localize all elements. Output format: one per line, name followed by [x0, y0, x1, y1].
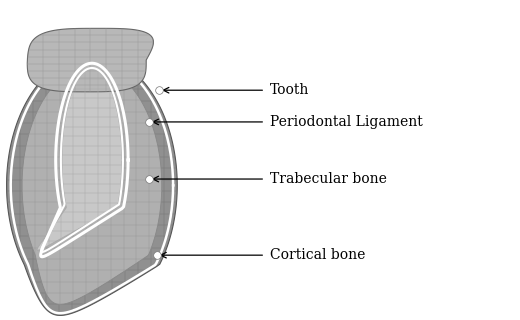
Polygon shape [37, 69, 122, 251]
Text: Cortical bone: Cortical bone [270, 248, 366, 262]
Polygon shape [22, 67, 162, 304]
Text: Periodontal Ligament: Periodontal Ligament [270, 115, 423, 129]
Polygon shape [7, 55, 177, 316]
Text: Trabecular bone: Trabecular bone [270, 172, 387, 186]
Text: Tooth: Tooth [270, 83, 310, 97]
Polygon shape [27, 28, 153, 92]
